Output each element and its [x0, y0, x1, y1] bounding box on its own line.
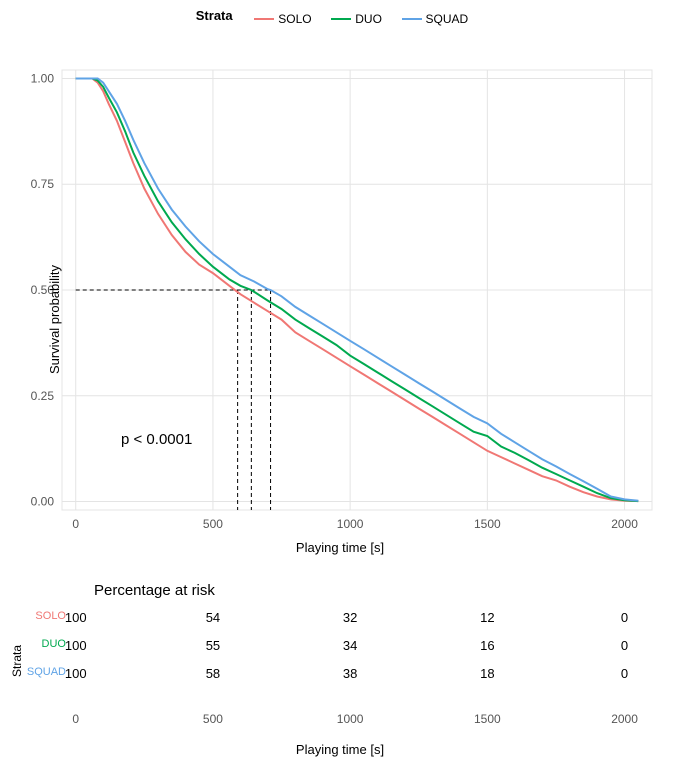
- svg-text:2000: 2000: [611, 517, 638, 531]
- risk-cell: 55: [188, 638, 238, 653]
- risk-cell: 32: [325, 610, 375, 625]
- risk-cell: 100: [51, 638, 101, 653]
- svg-text:1000: 1000: [337, 517, 364, 531]
- svg-text:0.25: 0.25: [31, 389, 55, 403]
- risk-cell: 100: [51, 610, 101, 625]
- risk-cell: 38: [325, 666, 375, 681]
- risk-table-xlabel: Playing time [s]: [0, 742, 680, 757]
- legend-label-duo: DUO: [355, 12, 382, 26]
- svg-text:1.00: 1.00: [31, 71, 55, 85]
- legend-swatch-solo: [254, 18, 274, 20]
- survival-chart: Survival probability 0 500 1000 1500 2000 0.0…: [0, 32, 680, 562]
- legend-label-solo: SOLO: [278, 12, 311, 26]
- risk-cell: 12: [462, 610, 512, 625]
- risk-table-tick: 1500: [462, 712, 512, 726]
- risk-table-tick: 500: [188, 712, 238, 726]
- p-value-text: p < 0.0001: [121, 431, 192, 448]
- risk-table-tick: 1000: [325, 712, 375, 726]
- legend-item-solo: SOLO: [254, 12, 311, 26]
- risk-table: Percentage at risk Strata SOLO1005432120…: [0, 582, 680, 775]
- legend: Strata SOLO DUO SQUAD: [0, 8, 680, 26]
- x-axis-label: Playing time [s]: [0, 540, 680, 555]
- y-axis-label: Survival probability: [47, 265, 62, 374]
- risk-cell: 16: [462, 638, 512, 653]
- legend-title: Strata: [196, 8, 233, 23]
- risk-cell: 100: [51, 666, 101, 681]
- chart-svg: 05001000150020000.000.250.500.751.00: [0, 32, 680, 562]
- svg-text:0.75: 0.75: [31, 177, 55, 191]
- legend-swatch-squad: [402, 18, 422, 20]
- risk-cell: 0: [600, 638, 650, 653]
- risk-cell: 34: [325, 638, 375, 653]
- legend-item-squad: SQUAD: [402, 12, 469, 26]
- svg-text:0.00: 0.00: [31, 495, 55, 509]
- risk-cell: 0: [600, 666, 650, 681]
- risk-table-title: Percentage at risk: [94, 582, 215, 599]
- legend-item-duo: DUO: [331, 12, 382, 26]
- legend-swatch-duo: [331, 18, 351, 20]
- risk-cell: 58: [188, 666, 238, 681]
- risk-table-tick: 0: [51, 712, 101, 726]
- risk-cell: 18: [462, 666, 512, 681]
- risk-cell: 0: [600, 610, 650, 625]
- legend-label-squad: SQUAD: [426, 12, 469, 26]
- risk-cell: 54: [188, 610, 238, 625]
- risk-table-tick: 2000: [600, 712, 650, 726]
- svg-text:1500: 1500: [474, 517, 501, 531]
- svg-text:0: 0: [72, 517, 79, 531]
- svg-text:500: 500: [203, 517, 223, 531]
